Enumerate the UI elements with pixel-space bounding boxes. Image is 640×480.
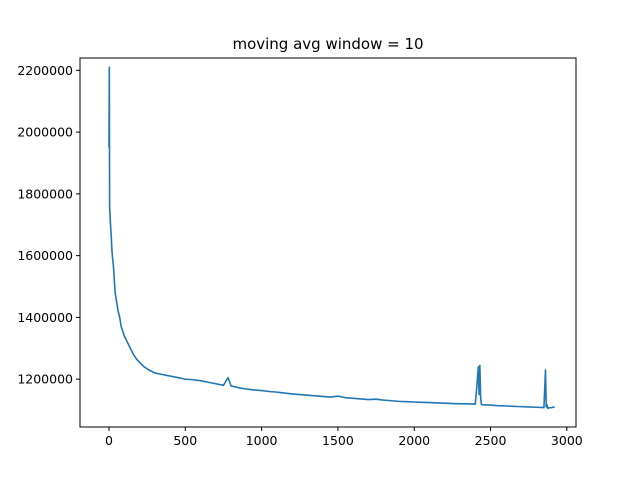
y-tick-label: 1800000 bbox=[17, 186, 73, 201]
y-tick-label: 2000000 bbox=[17, 125, 73, 140]
series-line-0 bbox=[108, 66, 555, 410]
plot-frame bbox=[79, 57, 577, 428]
x-tick-label: 0 bbox=[105, 433, 113, 448]
chart-title: moving avg window = 10 bbox=[232, 35, 423, 53]
x-tick-label: 3000 bbox=[551, 433, 583, 448]
y-axis: 1200000 1400000 1600000 1800000 2000000 22000… bbox=[17, 63, 80, 387]
x-tick-label: 1000 bbox=[246, 433, 278, 448]
x-tick-label: 500 bbox=[173, 433, 197, 448]
x-axis: 0 500 1000 1500 2000 2500 3000 bbox=[105, 427, 583, 448]
x-tick-label: 1500 bbox=[322, 433, 354, 448]
plot-area bbox=[108, 66, 555, 410]
y-tick-label: 2200000 bbox=[17, 63, 73, 78]
y-tick-label: 1400000 bbox=[17, 310, 73, 325]
x-tick-label: 2500 bbox=[475, 433, 507, 448]
y-tick-label: 1200000 bbox=[17, 372, 73, 387]
y-tick-label: 1600000 bbox=[17, 248, 73, 263]
x-tick-label: 2000 bbox=[398, 433, 430, 448]
